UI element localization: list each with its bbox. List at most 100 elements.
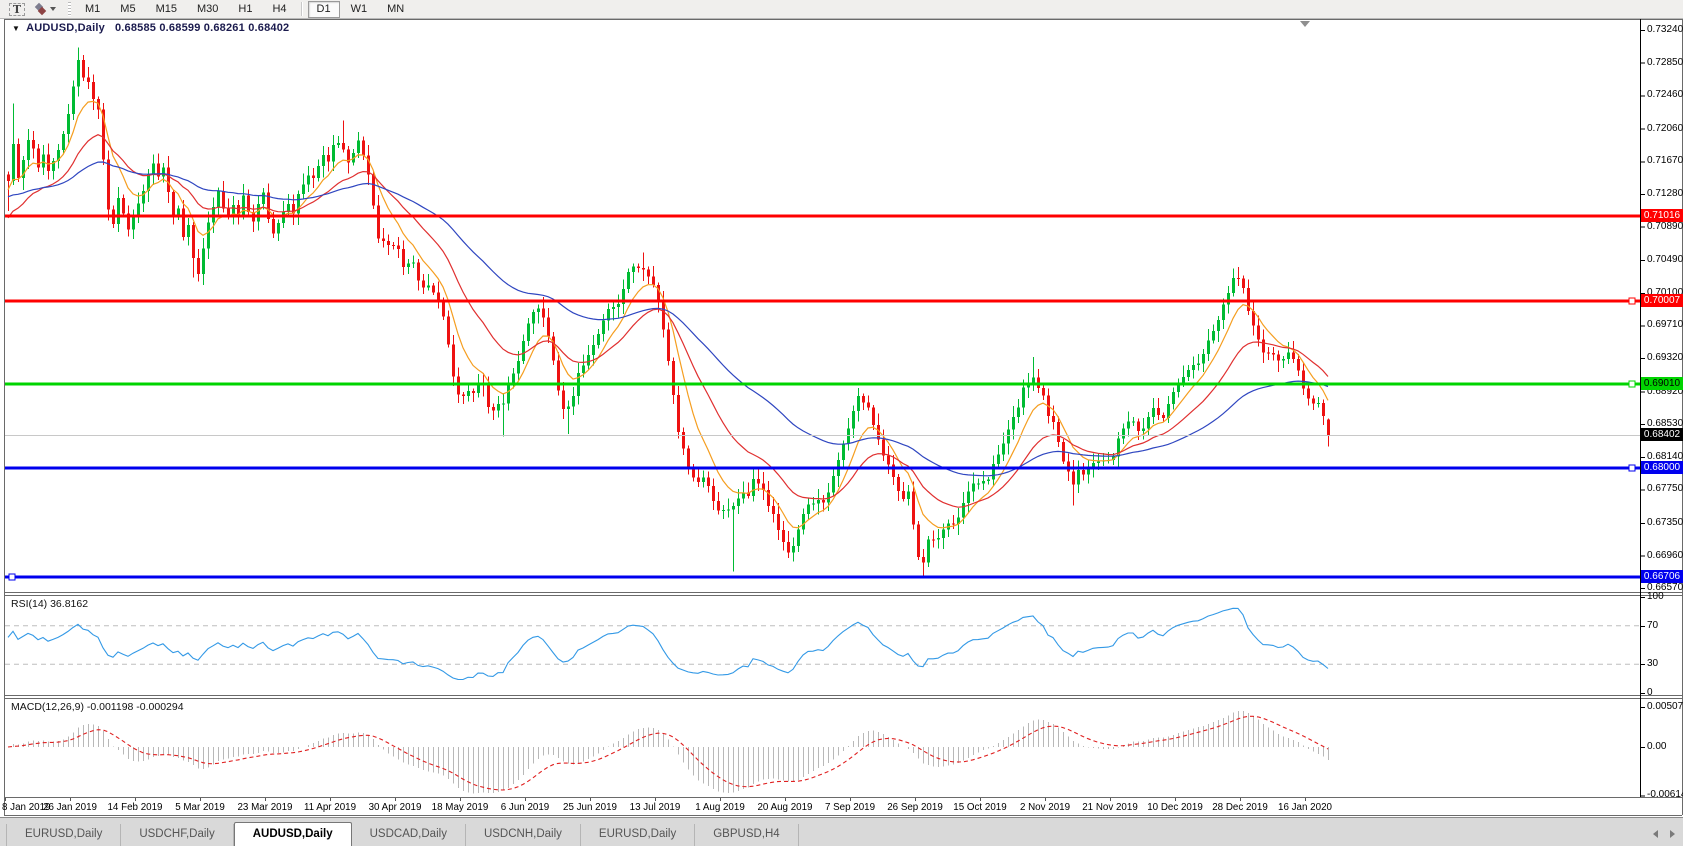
date-label: 8 Jan 2019 bbox=[2, 802, 51, 813]
price-tick-label: 0.72060 bbox=[1647, 123, 1683, 134]
date-label: 1 Aug 2019 bbox=[695, 802, 745, 813]
date-label: 23 Mar 2019 bbox=[237, 802, 293, 813]
candlesticks bbox=[7, 47, 1330, 577]
date-label: 2 Nov 2019 bbox=[1019, 802, 1071, 813]
chart-shift-icon[interactable] bbox=[1300, 21, 1310, 27]
chart-tab-usdcad-daily[interactable]: USDCAD,Daily bbox=[352, 824, 466, 846]
price-tick-label: 0.70100 bbox=[1647, 287, 1683, 298]
price-tick-label: 0.72850 bbox=[1647, 57, 1683, 68]
chart-tab-gbpusd-h4[interactable]: GBPUSD,H4 bbox=[695, 824, 799, 846]
current-price-label: 0.68402 bbox=[1641, 428, 1683, 441]
price-tick-label: 0.67350 bbox=[1647, 517, 1683, 528]
drawing-tools-button[interactable] bbox=[32, 1, 60, 17]
timeframe-button-d1[interactable]: D1 bbox=[307, 0, 340, 18]
rsi-line bbox=[7, 607, 1329, 681]
macd-histogram bbox=[13, 710, 1329, 794]
level-price-label: 0.70007 bbox=[1641, 294, 1683, 307]
level-price-label: 0.69010 bbox=[1641, 377, 1683, 390]
macd-signal-line bbox=[7, 715, 1329, 791]
level-handle bbox=[8, 573, 16, 581]
macd-tick-label: -0.006148 bbox=[1647, 789, 1683, 800]
chart-dropdown-icon[interactable]: ▼ bbox=[12, 24, 21, 33]
text-tool-icon: T bbox=[8, 2, 26, 16]
price-tick-label: 0.73240 bbox=[1647, 24, 1683, 35]
date-label: 21 Nov 2019 bbox=[1082, 802, 1138, 813]
date-label: 5 Mar 2019 bbox=[175, 802, 225, 813]
timeframe-button-m15[interactable]: M15 bbox=[147, 1, 186, 18]
price-tick-label: 0.66570 bbox=[1647, 582, 1683, 593]
date-label: 28 Dec 2019 bbox=[1212, 802, 1268, 813]
level-price-label: 0.71016 bbox=[1641, 209, 1683, 222]
toolbar-grip[interactable] bbox=[68, 2, 71, 16]
price-tick-label: 0.71670 bbox=[1647, 155, 1683, 166]
level-handle bbox=[1628, 464, 1636, 472]
date-label: 20 Aug 2019 bbox=[757, 802, 813, 813]
price-tick-label: 0.69710 bbox=[1647, 319, 1683, 330]
date-label: 14 Feb 2019 bbox=[107, 802, 163, 813]
price-tick-label: 0.72460 bbox=[1647, 89, 1683, 100]
chart-tab-eurusd-daily[interactable]: EURUSD,Daily bbox=[581, 824, 696, 846]
ma-mid-line bbox=[7, 134, 1329, 508]
rsi-tick-label: 100 bbox=[1647, 591, 1664, 602]
date-label: 30 Apr 2019 bbox=[368, 802, 422, 813]
date-label: 10 Dec 2019 bbox=[1147, 802, 1203, 813]
tab-scroll-right-icon[interactable] bbox=[1670, 830, 1675, 838]
date-label: 25 Jun 2019 bbox=[563, 802, 617, 813]
level-handle bbox=[1628, 380, 1636, 388]
panel-frame bbox=[4, 19, 1683, 816]
date-label: 16 Jan 2020 bbox=[1278, 802, 1332, 813]
chart-tab-usdcnh-daily[interactable]: USDCNH,Daily bbox=[466, 824, 581, 846]
toolbar: T M1 M5 M15 M30 H1 H4 D1 W1 MN bbox=[0, 0, 1683, 19]
macd-indicator-label: MACD(12,26,9) -0.001198 -0.000294 bbox=[11, 701, 184, 713]
timeframe-button-m1[interactable]: M1 bbox=[76, 1, 109, 18]
timeframe-button-h4[interactable]: H4 bbox=[263, 1, 295, 18]
level-handle bbox=[1628, 297, 1636, 305]
rsi-indicator-label: RSI(14) 36.8162 bbox=[11, 598, 89, 610]
tab-scroll-left-icon[interactable] bbox=[1653, 830, 1658, 838]
macd-tick-label: 0.005076 bbox=[1647, 701, 1683, 712]
timeframe-button-m30[interactable]: M30 bbox=[188, 1, 227, 18]
timeframe-button-h1[interactable]: H1 bbox=[229, 1, 261, 18]
timeframe-button-m5[interactable]: M5 bbox=[111, 1, 144, 18]
date-label: 6 Jun 2019 bbox=[500, 802, 550, 813]
rsi-tick-label: 0 bbox=[1647, 687, 1653, 698]
price-tick-label: 0.70490 bbox=[1647, 254, 1683, 265]
chart-tab-bar: EURUSD,Daily USDCHF,Daily AUDUSD,Daily USDC… bbox=[0, 817, 1683, 846]
date-label: 7 Sep 2019 bbox=[824, 802, 876, 813]
chart-ohlc-values: 0.68585 0.68599 0.68261 0.68402 bbox=[114, 22, 290, 34]
ma-fast-line bbox=[7, 100, 1329, 529]
chart-tab-audusd-daily[interactable]: AUDUSD,Daily bbox=[233, 822, 352, 846]
price-tick-label: 0.69320 bbox=[1647, 352, 1683, 363]
price-tick-label: 0.68530 bbox=[1647, 418, 1683, 429]
macd-tick-label: 0.00 bbox=[1647, 741, 1667, 752]
chart-tab-usdchf-daily[interactable]: USDCHF,Daily bbox=[121, 824, 234, 846]
timeframe-toolbar: M1 M5 M15 M30 H1 H4 D1 W1 MN bbox=[75, 0, 414, 18]
date-label: 15 Oct 2019 bbox=[953, 802, 1007, 813]
price-tick-label: 0.70890 bbox=[1647, 221, 1683, 232]
rsi-tick-label: 30 bbox=[1647, 658, 1659, 669]
level-price-label: 0.68000 bbox=[1641, 461, 1683, 474]
price-tick-label: 0.66960 bbox=[1647, 550, 1683, 561]
date-label: 26 Sep 2019 bbox=[887, 802, 943, 813]
chart-tabs: EURUSD,Daily USDCHF,Daily AUDUSD,Daily USDC… bbox=[0, 818, 1683, 846]
date-label: 11 Apr 2019 bbox=[303, 802, 357, 813]
level-price-label: 0.66706 bbox=[1641, 570, 1683, 583]
rsi-tick-label: 70 bbox=[1647, 620, 1659, 631]
chart-tab-eurusd-daily[interactable]: EURUSD,Daily bbox=[6, 824, 122, 846]
date-label: 18 May 2019 bbox=[431, 802, 489, 813]
chart-title: ▼ AUDUSD,Daily 0.68585 0.68599 0.68261 0.6… bbox=[12, 22, 289, 34]
ma-slow-line bbox=[7, 161, 1329, 477]
date-label: 26 Jan 2019 bbox=[43, 802, 97, 813]
price-tick-label: 0.68140 bbox=[1647, 451, 1683, 462]
chart-symbol-label: AUDUSD,Daily bbox=[26, 22, 105, 34]
date-label: 13 Jul 2019 bbox=[629, 802, 681, 813]
text-tool-button[interactable]: T bbox=[6, 1, 28, 17]
price-tick-label: 0.71280 bbox=[1647, 188, 1683, 199]
chevron-down-icon bbox=[50, 7, 56, 11]
timeframe-button-mn[interactable]: MN bbox=[378, 1, 413, 18]
price-tick-label: 0.67750 bbox=[1647, 483, 1683, 494]
timeframe-button-w1[interactable]: W1 bbox=[342, 1, 377, 18]
